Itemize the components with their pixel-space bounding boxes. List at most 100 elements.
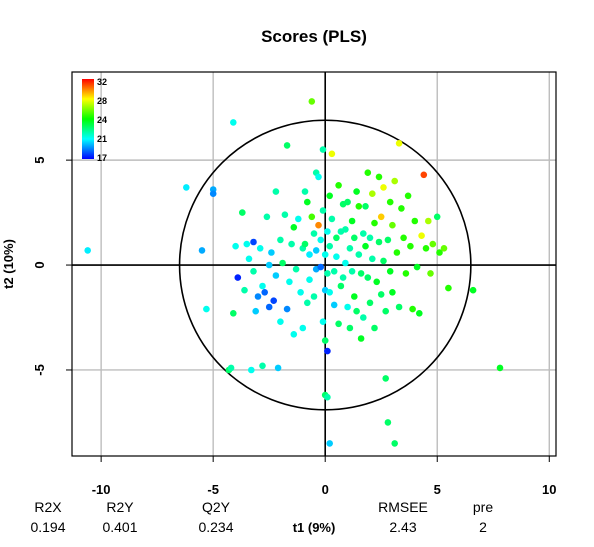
score-point [308, 98, 316, 105]
x-tick-label: -10 [92, 482, 111, 497]
score-point [241, 286, 248, 294]
score-point [326, 192, 334, 200]
score-point [380, 184, 387, 191]
score-point [310, 230, 318, 237]
score-point [357, 335, 365, 342]
color-scale-label: 24 [97, 115, 107, 125]
plot-frame [71, 71, 557, 457]
y-tick-label: 0 [32, 261, 47, 268]
score-point [335, 182, 342, 189]
score-point [351, 234, 358, 242]
score-point [268, 249, 275, 256]
score-point [344, 198, 351, 206]
score-point [445, 284, 452, 292]
score-point [326, 289, 334, 296]
score-point [252, 307, 259, 315]
score-point [404, 192, 412, 200]
score-point [369, 190, 376, 197]
score-point [384, 236, 392, 244]
score-point [209, 190, 217, 197]
score-point [377, 213, 385, 221]
score-point [355, 251, 363, 258]
color-scale-label: 32 [97, 77, 107, 87]
score-point [344, 303, 351, 311]
score-point [330, 268, 338, 275]
score-point [324, 270, 331, 277]
score-point [310, 293, 318, 300]
score-point [328, 215, 336, 223]
grid-lines [72, 72, 556, 456]
score-point [384, 419, 392, 426]
score-point [335, 320, 342, 328]
score-point [292, 265, 300, 273]
score-point [382, 307, 390, 315]
score-point [375, 238, 383, 246]
score-point [256, 245, 264, 252]
model-stats: R2X 0.194 R2Y 0.401 Q2Y 0.234 RMSEE 2.43 pre 2 t1 … [30, 499, 493, 535]
score-point [227, 364, 235, 372]
score-point [346, 245, 354, 252]
x-tick-label: -5 [207, 482, 219, 497]
score-point [351, 293, 358, 300]
score-point [259, 362, 266, 370]
x-tick-label: 10 [542, 482, 556, 497]
stat-header: Q2Y [202, 499, 231, 515]
score-point [295, 215, 302, 223]
score-point [248, 366, 255, 374]
score-point [386, 198, 394, 206]
score-point [326, 440, 334, 447]
score-points [84, 98, 504, 447]
color-scale-label: 21 [97, 134, 107, 144]
score-point [413, 263, 421, 271]
score-point [375, 173, 383, 181]
score-point [283, 142, 291, 149]
score-point [319, 318, 327, 326]
score-point [326, 242, 334, 250]
x-tick-label: 5 [434, 482, 441, 497]
score-point [364, 169, 372, 176]
score-point [418, 232, 425, 239]
score-point [319, 146, 327, 153]
score-point [337, 282, 345, 290]
score-point [440, 245, 448, 252]
score-point [353, 307, 360, 315]
score-point [380, 257, 387, 265]
score-point [339, 274, 347, 281]
y-axis-ticks: -5 0 5 [32, 157, 72, 376]
score-point [312, 247, 320, 254]
score-point [265, 303, 273, 311]
score-point [315, 221, 322, 229]
stat-value: 2.43 [389, 519, 416, 535]
score-point [362, 242, 369, 250]
stat-header: R2Y [106, 499, 134, 515]
score-point [84, 247, 91, 254]
score-point [420, 171, 428, 179]
x-tick-label: 0 [322, 482, 329, 497]
score-point [286, 278, 293, 286]
score-point [427, 270, 434, 277]
score-point [360, 230, 367, 237]
score-point [389, 221, 396, 229]
stat-value: 2 [479, 519, 487, 535]
score-point [290, 331, 298, 338]
score-point [411, 217, 419, 225]
stat-header: RMSEE [378, 499, 428, 515]
score-point [270, 297, 278, 305]
score-point [306, 251, 313, 258]
x-axis-label: t1 (9%) [293, 520, 336, 535]
score-point [299, 324, 307, 332]
score-point [203, 305, 210, 313]
score-point [355, 203, 363, 210]
y-tick-label: 5 [32, 157, 47, 164]
score-point [288, 240, 295, 248]
score-point [391, 440, 399, 447]
score-point [389, 289, 396, 296]
score-point [324, 347, 331, 355]
score-point [279, 259, 286, 267]
score-point [391, 177, 399, 185]
score-point [272, 272, 280, 279]
score-point [250, 238, 257, 246]
score-point [362, 203, 369, 210]
score-point [274, 364, 282, 372]
score-point [366, 299, 374, 307]
